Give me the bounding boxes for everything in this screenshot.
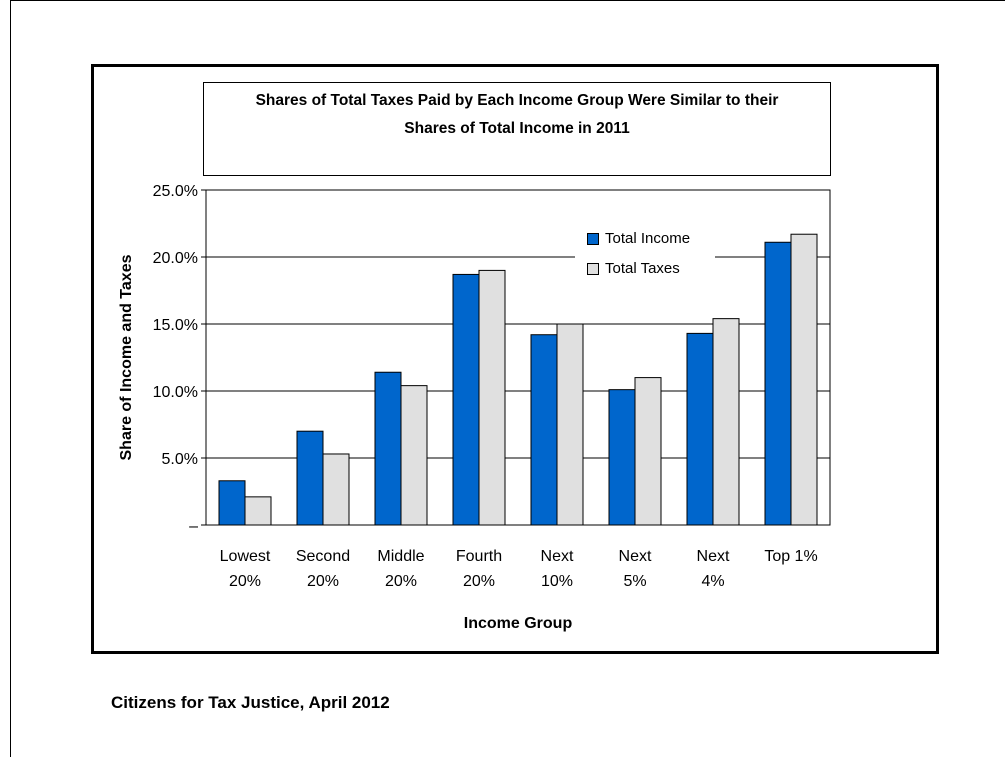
legend-label-total-income: Total Income bbox=[605, 230, 691, 247]
legend-label-total-taxes: Total Taxes bbox=[605, 260, 680, 277]
x-tick-label: Second bbox=[296, 548, 350, 565]
chart-title-box: Shares of Total Taxes Paid by Each Incom… bbox=[203, 82, 831, 176]
x-tick-label: 4% bbox=[701, 573, 724, 590]
bar-total-income bbox=[608, 389, 636, 526]
bar-total-income bbox=[452, 273, 480, 526]
x-tick-label: Fourth bbox=[456, 548, 502, 565]
x-tick-label: 20% bbox=[463, 573, 495, 590]
x-tick-label: Next bbox=[619, 548, 652, 565]
x-tick-label: Next bbox=[541, 548, 574, 565]
bar-total-taxes bbox=[790, 233, 818, 526]
legend-swatch-total-taxes bbox=[587, 262, 599, 275]
bar-total-income bbox=[374, 371, 402, 526]
source-note: Citizens for Tax Justice, April 2012 bbox=[111, 693, 390, 712]
bar-total-taxes bbox=[244, 496, 272, 526]
y-tick-label: 10.0% bbox=[153, 384, 198, 401]
y-axis-label: Share of Income and Taxes bbox=[118, 254, 135, 460]
x-tick-label: Top 1% bbox=[764, 548, 817, 565]
bar-total-taxes bbox=[634, 377, 662, 526]
y-tick-label: 25.0% bbox=[153, 183, 198, 200]
bar-total-income bbox=[218, 480, 246, 526]
y-tick-label: 15.0% bbox=[153, 317, 198, 334]
x-tick-label: 10% bbox=[541, 573, 573, 590]
chart-legend: Total Income Total Taxes bbox=[575, 224, 715, 288]
x-tick-label: 20% bbox=[229, 573, 261, 590]
x-tick-label: Next bbox=[697, 548, 730, 565]
chart-title-line-2: Shares of Total Income in 2011 bbox=[404, 120, 630, 137]
bar-total-income bbox=[764, 241, 792, 526]
y-tick-label: – bbox=[189, 518, 198, 535]
bar-total-taxes bbox=[712, 318, 740, 526]
x-tick-label: 20% bbox=[307, 573, 339, 590]
page-border-top bbox=[10, 0, 1005, 1]
x-tick-label: Middle bbox=[377, 548, 424, 565]
page-border-left bbox=[10, 0, 11, 757]
x-tick-label: 5% bbox=[623, 573, 646, 590]
x-tick-label: Lowest bbox=[220, 548, 271, 565]
legend-item-total-taxes: Total Taxes bbox=[587, 260, 680, 277]
bar-total-taxes bbox=[556, 323, 584, 526]
bar-total-income bbox=[296, 430, 324, 526]
y-tick-label: 20.0% bbox=[153, 250, 198, 267]
bar-total-taxes bbox=[322, 453, 350, 526]
x-axis-label: Income Group bbox=[464, 615, 573, 632]
x-tick-label: 20% bbox=[385, 573, 417, 590]
legend-item-total-income: Total Income bbox=[587, 230, 690, 247]
bar-total-income bbox=[686, 332, 714, 526]
chart-title-line-1: Shares of Total Taxes Paid by Each Incom… bbox=[255, 92, 779, 109]
bar-total-taxes bbox=[400, 385, 428, 526]
bar-total-income bbox=[530, 334, 558, 526]
y-tick-label: 5.0% bbox=[162, 451, 198, 468]
bar-total-taxes bbox=[478, 269, 506, 526]
legend-swatch-total-income bbox=[587, 232, 599, 245]
